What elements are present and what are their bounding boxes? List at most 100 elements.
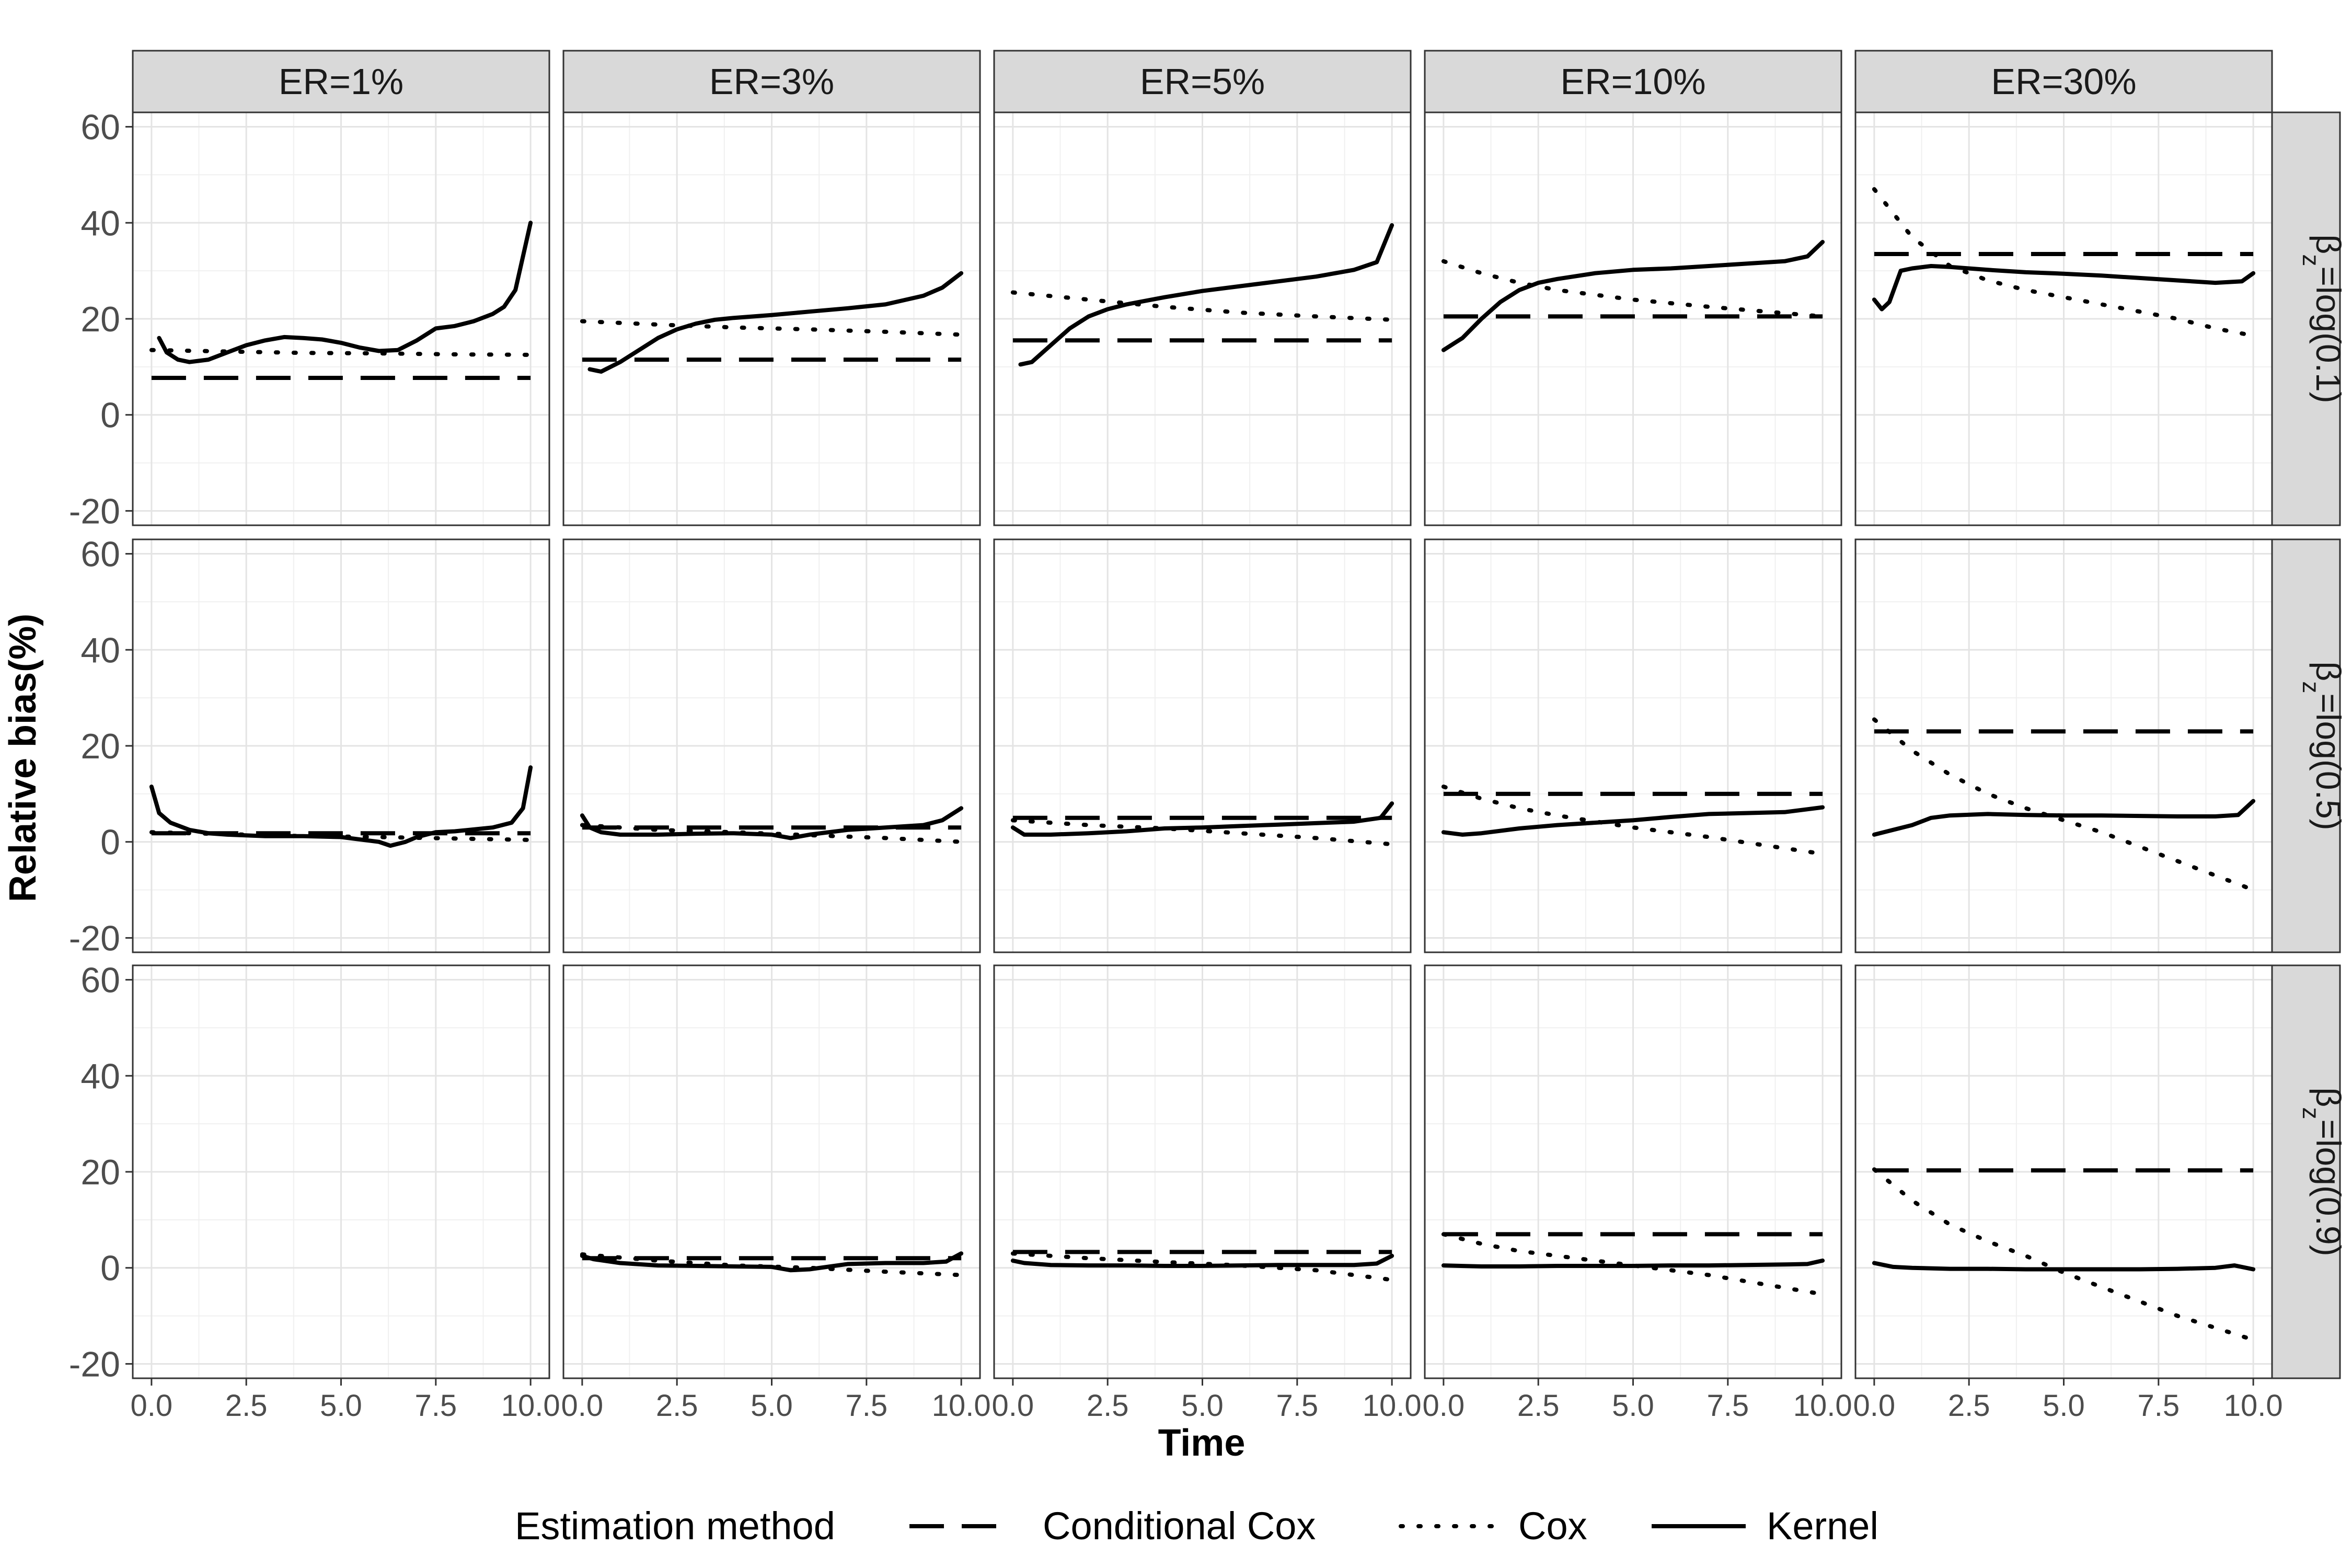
panel-r3-c1: [132, 964, 550, 1379]
panel-border: [993, 538, 1412, 953]
legend-label-cox: Cox: [1518, 1504, 1587, 1548]
x-tick-label: 0.0: [1423, 1389, 1465, 1423]
panel-r3-c5: [1854, 964, 2273, 1379]
y-tick-label: 20: [80, 1152, 120, 1192]
series-line-kernel: [1441, 805, 1825, 837]
facet-strip-column: [1854, 50, 2273, 113]
facet-row-label: βz=log(0.9): [2298, 1087, 2348, 1256]
panel-r2-c4: [1424, 538, 1842, 953]
panel-r2-c2: [562, 538, 981, 953]
series-line-kernel: [587, 271, 964, 374]
y-tick-label: 20: [80, 727, 120, 766]
x-tick-label: 2.5: [1517, 1389, 1560, 1423]
facet-column-label: ER=10%: [1560, 61, 1705, 102]
y-tick-label: 0: [100, 1249, 120, 1288]
y-tick-label: 40: [80, 1056, 120, 1096]
x-tick-label: 0.0: [992, 1389, 1034, 1423]
panel-r1-c2: [562, 111, 981, 526]
facet-strip-row: [2271, 538, 2341, 953]
facet-column-label: ER=30%: [1991, 61, 2136, 102]
x-tick-label: 7.5: [414, 1389, 457, 1423]
legend-label-conditional-cox: Conditional Cox: [1043, 1504, 1316, 1548]
panel-border: [1424, 538, 1842, 953]
x-tick-label: 0.0: [1853, 1389, 1896, 1423]
series-line-kernel: [157, 221, 533, 364]
facet-row-label: βz=log(0.5): [2298, 661, 2348, 830]
x-tick-label: 5.0: [320, 1389, 362, 1423]
x-tick-label: 7.5: [845, 1389, 887, 1423]
y-tick-label: 0: [100, 823, 120, 862]
panel-r1-c1: [132, 111, 550, 526]
x-tick-label: 7.5: [1276, 1389, 1318, 1423]
x-tick-label: 5.0: [1181, 1389, 1224, 1423]
facet-strip-row: [2271, 964, 2341, 1379]
x-tick-label: 2.5: [1948, 1389, 1990, 1423]
panel-r1-c4: [1424, 111, 1842, 526]
x-tick-label: 10.0: [932, 1389, 991, 1423]
y-tick-label: 40: [80, 203, 120, 243]
series-line-kernel: [1018, 223, 1394, 367]
series-line-kernel: [1872, 799, 2256, 837]
panel-r3-c2: [562, 964, 981, 1379]
panel-border: [562, 538, 981, 953]
y-tick-label: -20: [69, 918, 120, 958]
x-tick-label: 0.0: [561, 1389, 604, 1423]
series-line-kernel: [1872, 264, 2256, 312]
facet-panels: ER=1% ER=3% ER=5% ER=10% ER=30% βz=log(0.1) βz…: [69, 50, 2348, 1423]
panel-r1-c5: [1854, 111, 2273, 526]
x-tick-label: 10.0: [1793, 1389, 1852, 1423]
y-tick-label: 60: [80, 108, 120, 147]
series-line-cox: [1872, 187, 2256, 338]
series-line-kernel: [1441, 240, 1825, 352]
x-tick-label: 10.0: [2224, 1389, 2283, 1423]
facet-column-label: ER=1%: [279, 61, 403, 102]
x-tick-label: 0.0: [131, 1389, 173, 1423]
y-tick-label: -20: [69, 491, 120, 531]
series-line-cox: [1872, 717, 2256, 892]
x-tick-label: 2.5: [1087, 1389, 1129, 1423]
y-tick-label: 60: [80, 535, 120, 574]
facet-strip-column: [562, 50, 981, 113]
y-tick-label: 20: [80, 299, 120, 339]
facet-strip-column: [132, 50, 550, 113]
series-line-kernel: [149, 765, 533, 848]
x-axis-label: Time: [1158, 1422, 1246, 1464]
panel-r3-c4: [1424, 964, 1842, 1379]
series-line-cox: [1441, 785, 1825, 856]
series-line-kernel: [1441, 1258, 1825, 1269]
x-tick-label: 7.5: [2137, 1389, 2180, 1423]
series-line-kernel: [580, 806, 964, 840]
x-tick-label: 2.5: [656, 1389, 698, 1423]
panel-r2-c1: [132, 538, 550, 953]
x-tick-label: 10.0: [501, 1389, 560, 1423]
y-tick-label: 40: [80, 630, 120, 670]
series-line-cox: [1441, 259, 1825, 319]
x-tick-label: 5.0: [1612, 1389, 1654, 1423]
series-line-kernel: [580, 1251, 964, 1273]
y-tick-label: 60: [80, 961, 120, 1000]
panel-r2-c5: [1854, 538, 2273, 953]
series-line-kernel: [1872, 1261, 2256, 1272]
panel-r2-c3: [993, 538, 1412, 953]
y-axis-label: Relative bias(%): [2, 614, 44, 902]
y-tick-label: -20: [69, 1344, 120, 1384]
facet-strip-column: [993, 50, 1412, 113]
x-tick-label: 7.5: [1707, 1389, 1749, 1423]
series-line-cox: [1441, 1232, 1825, 1297]
x-tick-label: 5.0: [751, 1389, 793, 1423]
legend-title: Estimation method: [515, 1504, 835, 1548]
facet-strip-column: [1424, 50, 1842, 113]
panel-r3-c3: [993, 964, 1412, 1379]
y-tick-label: 0: [100, 396, 120, 435]
facet-column-label: ER=5%: [1140, 61, 1265, 102]
x-tick-label: 10.0: [1363, 1389, 1422, 1423]
series-line-kernel: [1010, 801, 1394, 837]
x-tick-label: 2.5: [225, 1389, 268, 1423]
facet-strip-row: [2271, 111, 2341, 526]
facet-row-label: βz=log(0.1): [2298, 234, 2348, 403]
facet-column-label: ER=3%: [709, 61, 834, 102]
legend: Estimation method Conditional Cox Cox Kerne…: [515, 1504, 1878, 1548]
panel-r1-c3: [993, 111, 1412, 526]
legend-label-kernel: Kernel: [1767, 1504, 1878, 1548]
